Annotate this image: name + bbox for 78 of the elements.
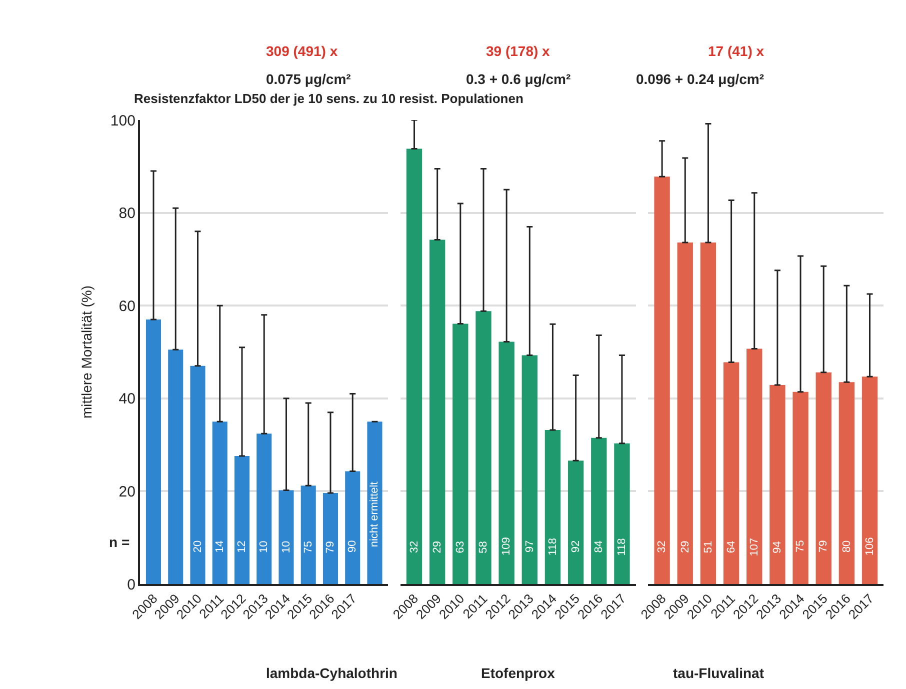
annotation: 80	[840, 540, 853, 553]
annotation: 32	[408, 540, 420, 554]
bar	[677, 242, 693, 584]
y-tick-label: 20	[118, 483, 136, 500]
bar	[838, 382, 855, 584]
x-axis-title: lambda-Cyhalothrin	[266, 665, 398, 681]
annotation: 29	[431, 540, 444, 554]
x-axis-title: Etofenprox	[481, 665, 556, 681]
bar	[406, 148, 422, 584]
chart-title: 39 (178) x	[486, 43, 550, 59]
bar	[498, 342, 514, 584]
bar	[345, 471, 360, 584]
annotation: nicht ermittelt	[368, 482, 380, 548]
bar	[770, 384, 786, 584]
annotation: 29	[679, 540, 692, 554]
bar	[723, 362, 740, 584]
annotation: 10	[280, 540, 292, 554]
text: Resistenzfaktor LD50 der je 10 sens. zu 10 resist. Populationen	[134, 91, 524, 106]
bar	[862, 376, 878, 584]
bar	[452, 324, 468, 584]
bar	[300, 486, 316, 584]
y-tick-label: 100	[110, 112, 136, 130]
y-axis-title: mittlere Mortalität (%)	[78, 285, 95, 419]
annotation: 92	[570, 540, 582, 553]
annotation: 90	[346, 540, 359, 552]
bar	[522, 355, 538, 584]
annotation: 118	[616, 538, 628, 556]
annotation: 75	[302, 540, 314, 554]
bar	[792, 392, 808, 584]
annotation: 20	[192, 540, 204, 553]
annotation: 75	[794, 540, 807, 552]
bar	[212, 422, 228, 584]
bar	[322, 493, 338, 584]
annotation: 14	[214, 540, 226, 553]
chart-subtitle: 0.3 + 0.6 μg/cm²	[466, 71, 572, 87]
chart-subtitle: 0.096 + 0.24 μg/cm²	[636, 71, 764, 87]
chart-title: 17 (41) x	[708, 43, 764, 59]
text: n =	[109, 534, 130, 550]
y-tick-label: 0	[127, 576, 136, 594]
annotation: 64	[725, 540, 738, 554]
annotation: 79	[818, 540, 830, 552]
annotation: 107	[748, 538, 760, 556]
bar	[146, 320, 162, 584]
bar	[700, 242, 716, 584]
bar	[544, 430, 561, 584]
annotation: 58	[478, 541, 490, 554]
annotation: 12	[236, 540, 248, 553]
annotation: 106	[864, 537, 876, 556]
bar	[654, 176, 670, 584]
bar	[234, 456, 250, 584]
annotation: 97	[524, 540, 536, 553]
x-axis-title: tau-Fluvalinat	[673, 665, 764, 681]
bar	[816, 372, 832, 584]
chart-subtitle: 0.075 μg/cm²	[266, 71, 352, 87]
bar	[614, 443, 630, 584]
annotation: 10	[258, 540, 270, 553]
annotation: 51	[702, 540, 714, 554]
y-tick-label: 60	[118, 298, 136, 315]
bar	[168, 350, 184, 584]
bar	[568, 460, 584, 584]
annotation: 32	[656, 540, 668, 553]
bar	[591, 438, 607, 584]
bar	[256, 434, 272, 584]
annotation: 94	[772, 541, 784, 554]
annotation: 84	[593, 540, 605, 553]
annotation: 118	[546, 538, 559, 556]
y-tick-label: 40	[118, 390, 136, 408]
bar	[367, 422, 382, 584]
annotation: 79	[324, 541, 337, 554]
annotation: 109	[500, 537, 513, 556]
bar	[190, 366, 206, 584]
chart-title: 309 (491) x	[266, 43, 338, 59]
annotation: 63	[454, 541, 467, 554]
bar	[278, 490, 294, 584]
bar	[429, 240, 446, 584]
y-tick-label: 80	[118, 205, 136, 222]
bar	[476, 311, 492, 584]
bar	[746, 348, 762, 584]
